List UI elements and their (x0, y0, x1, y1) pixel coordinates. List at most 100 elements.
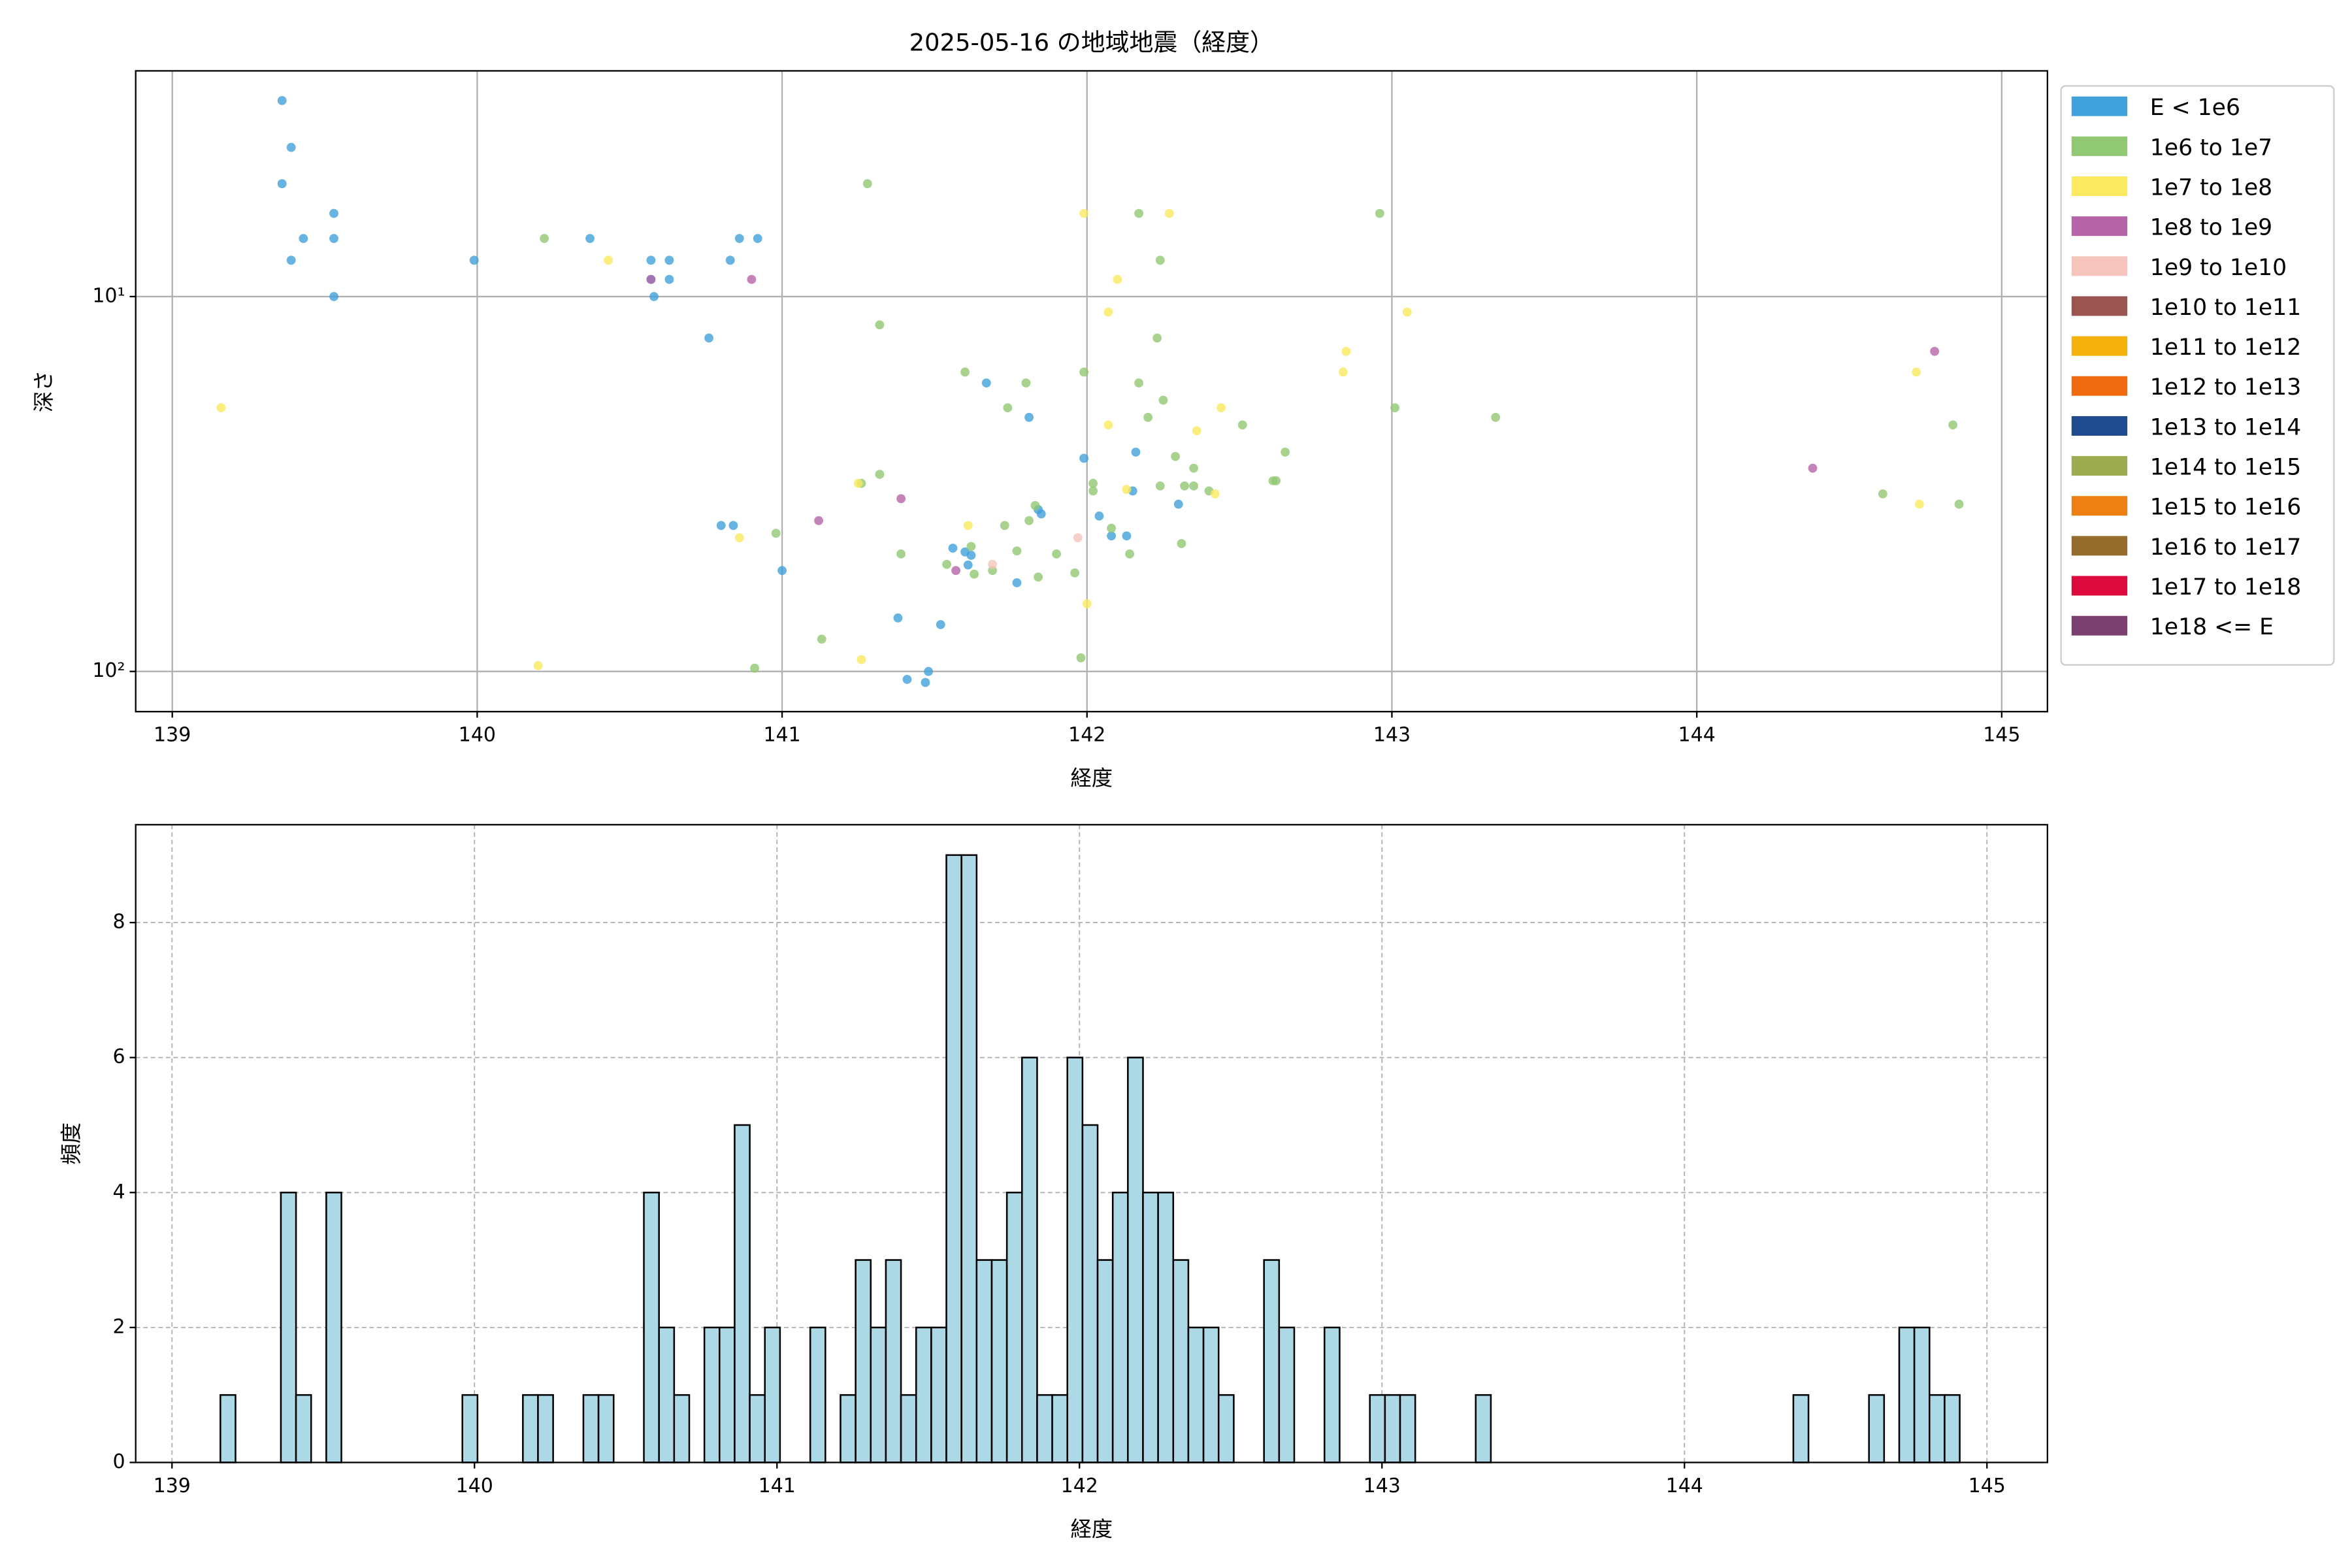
scatter-point (875, 320, 885, 330)
y-tick-label: 10² (92, 659, 125, 682)
scatter-point (734, 533, 744, 543)
scatter-point (1155, 255, 1165, 265)
histogram-bar (809, 1326, 826, 1463)
legend-swatch (2071, 496, 2128, 516)
scatter-point (1076, 653, 1086, 662)
scatter-point (924, 666, 934, 676)
legend-swatch (2071, 336, 2128, 356)
scatter-point (1103, 420, 1113, 430)
histogram-bar (719, 1326, 736, 1463)
scatter-point (1034, 572, 1043, 582)
scatter-point (646, 255, 656, 265)
y-axis-label: 深さ (31, 370, 56, 413)
scatter-point (585, 234, 595, 243)
scatter-point (1073, 533, 1083, 543)
scatter-point (728, 521, 738, 531)
scatter-point (716, 521, 726, 531)
scatter-point (725, 255, 735, 265)
scatter-point (1024, 515, 1034, 525)
scatter-point (951, 566, 961, 576)
histogram-bar (930, 1326, 947, 1463)
histogram-bar (990, 1259, 1008, 1463)
legend-swatch (2071, 615, 2128, 636)
scatter-point (1122, 531, 1132, 541)
scatter-point (704, 333, 713, 343)
histogram-bar (1384, 1394, 1401, 1463)
scatter-point (1171, 451, 1181, 461)
scatter-point (1134, 208, 1144, 218)
histogram-bar (1081, 1124, 1099, 1463)
axes-frame (135, 70, 2048, 713)
y-tick-label: 8 (112, 911, 125, 934)
x-axis-label: 経度 (1070, 1516, 1113, 1541)
scatter-point (1192, 426, 1201, 436)
histogram-bar (900, 1394, 917, 1463)
histogram-bar (1913, 1326, 1931, 1463)
histogram-bar (1127, 1056, 1144, 1463)
scatter-point (750, 663, 759, 673)
scatter-point (814, 515, 824, 525)
histogram-bar (1944, 1394, 1961, 1463)
x-tick-label: 141 (763, 724, 800, 747)
scatter-point (646, 274, 656, 284)
scatter-point (1030, 500, 1040, 510)
x-tick-label: 140 (459, 724, 496, 747)
scatter-point (981, 378, 991, 388)
histogram-bar (975, 1259, 993, 1463)
scatter-point (1914, 499, 1924, 509)
histogram-bar (325, 1192, 342, 1463)
scatter-point (753, 234, 762, 243)
scatter-point (1375, 208, 1384, 218)
scatter-point (966, 551, 976, 560)
histogram-bar (734, 1124, 751, 1463)
scatter-point (277, 179, 287, 189)
histogram-bar (1868, 1394, 1886, 1463)
histogram-bar (945, 854, 962, 1463)
scatter-point (1079, 453, 1089, 463)
scatter-point (1024, 412, 1034, 422)
legend-swatch (2071, 536, 2128, 556)
scatter-point (1912, 367, 1921, 377)
x-tick-label: 139 (154, 724, 191, 747)
legend-label: 1e10 to 1e11 (2150, 295, 2301, 321)
scatter-point (1338, 367, 1348, 377)
scatter-point (1107, 523, 1117, 533)
x-tick-label: 142 (1068, 724, 1105, 747)
scatter-point (970, 569, 979, 579)
scatter-point (1122, 485, 1132, 495)
axes-frame (135, 824, 2048, 1463)
y-tick-label: 2 (112, 1315, 125, 1338)
histogram-bar (1111, 1192, 1129, 1463)
scatter-point (1808, 463, 1818, 473)
x-tick-label: 144 (1678, 724, 1716, 747)
scatter-point (1954, 499, 1964, 509)
scatter-point (1491, 412, 1501, 422)
x-axis-label: 経度 (1070, 766, 1113, 791)
histogram-bar (1217, 1394, 1235, 1463)
scatter-point (1930, 346, 1940, 356)
scatter-point (1113, 274, 1122, 284)
legend-swatch (2071, 216, 2128, 237)
histogram-bar (1202, 1326, 1220, 1463)
histogram-bar (1792, 1394, 1810, 1463)
scatter-point (896, 494, 906, 504)
scatter-point (1088, 486, 1098, 496)
histogram-bar (1929, 1394, 1946, 1463)
histogram-bar (1021, 1056, 1038, 1463)
scatter-point (1003, 403, 1013, 413)
histogram-bar (960, 854, 978, 1463)
histogram-bar (522, 1394, 539, 1463)
histogram-bar (643, 1192, 660, 1463)
histogram-bar (1263, 1259, 1281, 1463)
scatter-point (604, 255, 613, 265)
scatter-point (649, 291, 659, 301)
y-tick-label: 4 (112, 1181, 125, 1203)
histogram-bar (703, 1326, 721, 1463)
histogram-bar (1005, 1192, 1023, 1463)
histogram-bar (1157, 1192, 1175, 1463)
scatter-point (1094, 511, 1104, 521)
scatter-point (902, 674, 912, 684)
scatter-point (1079, 208, 1089, 218)
legend-label: E < 1e6 (2150, 95, 2240, 121)
